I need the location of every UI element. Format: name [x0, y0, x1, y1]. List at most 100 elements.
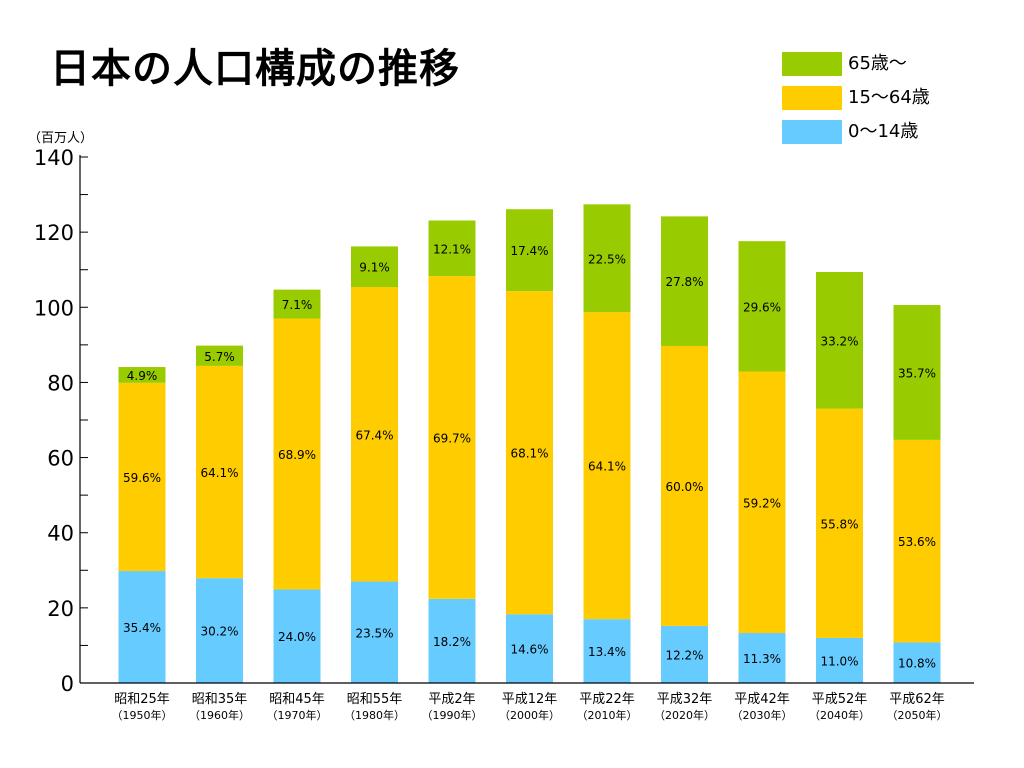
- bar-segment-2-2: [196, 365, 243, 579]
- axes-group: 0 20 40 60 80 100 120 140: [34, 146, 974, 696]
- legend-item-3: 0〜14歳: [782, 120, 1012, 144]
- y-tick-label-5: 80: [47, 371, 74, 395]
- bar-segment-2-8: [661, 345, 708, 626]
- data-label-3-10: 33.2%: [820, 334, 858, 348]
- data-label-3-2: 5.7%: [204, 350, 235, 364]
- data-label-2-1: 59.6%: [123, 471, 161, 485]
- y-tick-label-7: 120: [34, 221, 74, 245]
- x-tick-label-era-11: 平成62年: [889, 692, 945, 707]
- x-tick-label-year-3: （1970年）: [267, 708, 328, 722]
- bar-segment-3-2: [196, 345, 243, 366]
- bar-labels-group: 35.4% 59.6% 4.9% 30.2% 64.1% 5.7% 24.0% 68.9% 7.…: [123, 242, 936, 670]
- data-label-1-7: 13.4%: [588, 645, 626, 659]
- data-label-1-5: 18.2%: [433, 635, 471, 649]
- data-label-1-6: 14.6%: [510, 643, 548, 657]
- bar-segment-1-8: [661, 625, 708, 683]
- data-label-1-4: 23.5%: [355, 626, 393, 640]
- data-label-2-6: 68.1%: [510, 447, 548, 461]
- x-tick-label-year-10: （2040年）: [809, 708, 870, 722]
- bar-segment-3-6: [506, 209, 553, 292]
- legend: 65歳〜 15〜64歳 0〜14歳: [782, 52, 1012, 154]
- bar-segment-3-8: [661, 216, 708, 346]
- y-tick-label-8: 140: [34, 146, 74, 170]
- x-tick-label-year-7: （2010年）: [577, 708, 638, 722]
- bar-segment-2-7: [583, 312, 631, 620]
- data-label-3-7: 22.5%: [588, 252, 626, 266]
- data-label-3-3: 7.1%: [282, 298, 313, 312]
- x-tick-label-year-8: （2020年）: [654, 708, 715, 722]
- bar-segment-3-7: [583, 204, 631, 313]
- data-label-2-8: 60.0%: [665, 480, 703, 494]
- data-label-3-1: 4.9%: [127, 369, 158, 383]
- bar-segment-3-3: [273, 289, 321, 319]
- legend-item-2: 15〜64歳: [782, 86, 1012, 110]
- bar-segment-2-6: [506, 291, 553, 615]
- y-tick-label-4: 60: [47, 447, 74, 471]
- y-axis-unit-label: （百万人）: [28, 131, 93, 146]
- bar-segment-1-11: [893, 642, 941, 683]
- y-tick-label-1: 0: [61, 672, 74, 696]
- bar-segment-1-4: [351, 581, 398, 683]
- x-tick-label-era-1: 昭和25年: [114, 692, 170, 707]
- legend-label: 0〜14歳: [848, 121, 919, 142]
- data-label-2-2: 64.1%: [200, 466, 238, 480]
- x-tick-labels-group: 昭和25年（1950年） 昭和35年（1960年） 昭和45年（1970年） 昭和55…: [112, 692, 948, 722]
- legend-swatch: [782, 52, 842, 76]
- x-tick-label-year-2: （1960年）: [189, 708, 250, 722]
- data-label-3-9: 29.6%: [743, 300, 781, 314]
- bar-segment-2-9: [738, 371, 786, 634]
- x-tick-label-year-9: （2030年）: [732, 708, 793, 722]
- data-label-3-8: 27.8%: [665, 275, 703, 289]
- bar-segment-1-5: [428, 598, 476, 683]
- data-label-2-10: 55.8%: [820, 517, 858, 531]
- data-label-2-5: 69.7%: [433, 431, 471, 445]
- data-label-3-5: 12.1%: [433, 242, 471, 256]
- data-label-3-11: 35.7%: [898, 366, 936, 380]
- data-label-3-4: 9.1%: [359, 261, 390, 275]
- bar-segment-2-5: [428, 276, 476, 599]
- data-label-1-8: 12.2%: [665, 648, 703, 662]
- legend-swatch: [782, 120, 842, 144]
- data-label-1-3: 24.0%: [278, 630, 316, 644]
- bar-segment-3-5: [428, 220, 476, 277]
- data-label-1-2: 30.2%: [200, 625, 238, 639]
- bar-segment-1-7: [583, 619, 631, 683]
- data-label-2-11: 53.6%: [898, 535, 936, 549]
- data-label-1-1: 35.4%: [123, 621, 161, 635]
- legend-swatch: [782, 86, 842, 110]
- x-tick-label-era-8: 平成32年: [657, 692, 713, 707]
- data-label-2-4: 67.4%: [355, 428, 393, 442]
- bar-segment-2-1: [118, 382, 166, 572]
- x-tick-label-era-2: 昭和35年: [192, 692, 248, 707]
- x-tick-label-year-6: （2000年）: [499, 708, 560, 722]
- bars-group: [118, 204, 941, 683]
- bar-segment-1-3: [273, 589, 321, 683]
- bar-segment-1-2: [196, 578, 243, 683]
- bar-segment-3-10: [816, 271, 863, 409]
- data-label-2-3: 68.9%: [278, 448, 316, 462]
- bar-segment-2-3: [273, 318, 321, 590]
- x-tick-label-year-4: （1980年）: [344, 708, 405, 722]
- data-label-3-6: 17.4%: [510, 244, 548, 258]
- x-tick-label-era-3: 昭和45年: [269, 692, 325, 707]
- bar-segment-3-9: [738, 241, 786, 372]
- data-label-2-9: 59.2%: [743, 496, 781, 510]
- x-tick-label-era-4: 昭和55年: [347, 692, 403, 707]
- bar-segment-3-1: [118, 367, 166, 383]
- x-tick-label-year-5: （1990年）: [422, 708, 483, 722]
- bar-segment-3-11: [893, 305, 941, 440]
- y-tick-label-2: 20: [47, 597, 74, 621]
- bar-segment-2-11: [893, 439, 941, 643]
- bar-segment-3-4: [351, 246, 398, 287]
- chart-title: 日本の人口構成の推移: [50, 46, 460, 92]
- x-tick-label-era-6: 平成12年: [502, 692, 558, 707]
- y-tick-label-3: 40: [47, 522, 74, 546]
- bar-segment-1-6: [506, 614, 553, 683]
- data-label-1-9: 11.3%: [743, 652, 781, 666]
- x-tick-label-year-11: （2050年）: [887, 708, 948, 722]
- y-tick-label-6: 100: [34, 296, 74, 320]
- bar-segment-2-10: [816, 408, 863, 638]
- data-label-1-10: 11.0%: [820, 654, 858, 668]
- bar-segment-1-1: [118, 571, 166, 683]
